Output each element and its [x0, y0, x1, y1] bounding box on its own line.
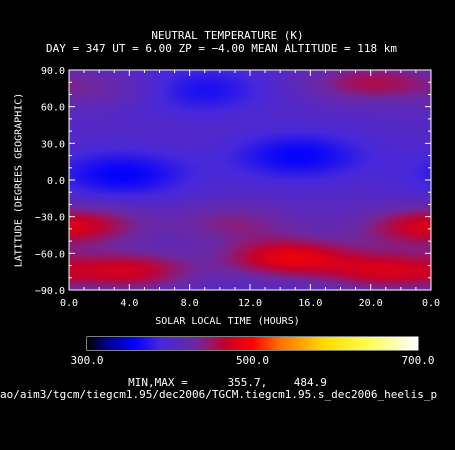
y-axis-label: LATITUDE (DEGREES GEOGRAPHIC)	[13, 92, 25, 268]
min-value: 355.7,	[227, 376, 268, 389]
y-tick-label: −30.0	[35, 213, 65, 224]
x-tick-label: 4.0	[120, 298, 138, 309]
max-value: 484.9	[293, 376, 327, 389]
file-path: ao/aim3/tgcm/tiegcm1.95/dec2006/TGCM.tie…	[0, 388, 438, 401]
x-tick-label: 16.0	[298, 298, 322, 309]
colorbar-label: 300.0	[70, 354, 103, 367]
temperature-heatmap	[69, 70, 431, 290]
y-tick-label: 30.0	[41, 139, 65, 150]
plot-frame	[68, 69, 432, 291]
x-tick-label: 20.0	[359, 298, 383, 309]
chart-title: NEUTRAL TEMPERATURE (K)	[151, 29, 304, 42]
x-tick-label: 0.0	[60, 298, 78, 309]
y-tick-label: 90.0	[41, 66, 65, 77]
x-tick-label: 12.0	[238, 298, 262, 309]
min-max-readout: MIN,MAX = 355.7, 484.9	[0, 377, 455, 389]
colorbar-label: 500.0	[236, 354, 269, 367]
y-tick-label: 60.0	[41, 103, 65, 114]
x-tick-label: 0.0	[422, 298, 440, 309]
chart-subtitle: DAY = 347 UT = 6.00 ZP = −4.00 MEAN ALTI…	[46, 42, 397, 55]
colorbar	[87, 337, 418, 350]
x-axis-label: SOLAR LOCAL TIME (HOURS)	[155, 316, 300, 327]
colorbar-label: 700.0	[401, 354, 434, 367]
y-tick-label: −60.0	[35, 249, 65, 260]
x-tick-label: 8.0	[181, 298, 199, 309]
min-max-label: MIN,MAX =	[128, 376, 188, 389]
y-tick-label: 0.0	[47, 176, 65, 187]
y-tick-label: −90.0	[35, 286, 65, 297]
